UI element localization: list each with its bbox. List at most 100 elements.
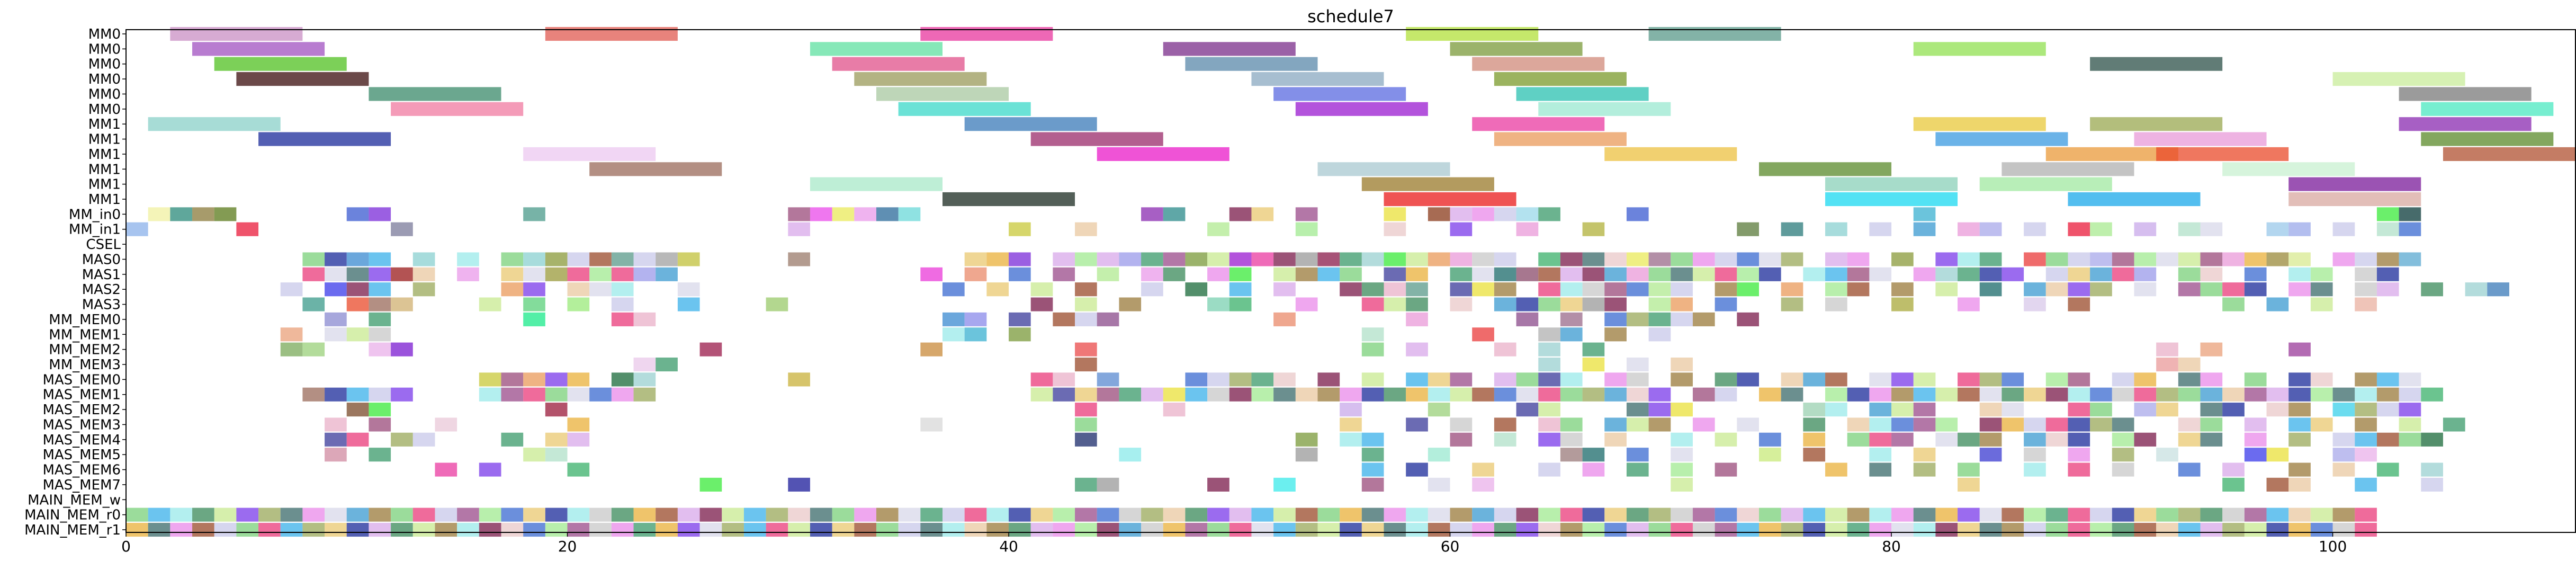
- task-bar: [1384, 252, 1406, 266]
- task-bar: [1119, 252, 1142, 266]
- task-bar: [1009, 312, 1031, 326]
- task-bar: [2024, 522, 2046, 537]
- task-bar: [1516, 507, 1539, 522]
- task-bar: [1560, 252, 1583, 266]
- task-bar: [1825, 297, 1847, 311]
- task-bar: [1516, 372, 1539, 387]
- task-bar: [1604, 267, 1627, 281]
- task-bar: [1847, 417, 1870, 432]
- task-bar: [2024, 282, 2046, 297]
- task-bar: [2244, 432, 2267, 447]
- task-bar: [1935, 507, 1958, 522]
- row-label: MM_MEM0: [49, 312, 121, 328]
- task-bar: [236, 507, 259, 522]
- task-bar: [523, 282, 545, 297]
- task-bar: [1273, 372, 1296, 387]
- task-bar: [2068, 507, 2090, 522]
- task-bar: [2266, 403, 2289, 417]
- task-bar: [1229, 252, 1252, 266]
- task-bar: [258, 132, 391, 146]
- task-bar: [1692, 522, 1715, 537]
- task-bar: [479, 507, 501, 522]
- task-bar: [567, 297, 590, 311]
- task-bar: [2178, 417, 2201, 432]
- task-bar: [1979, 507, 2002, 522]
- task-bar: [214, 522, 237, 537]
- row-label: MM0: [88, 41, 121, 57]
- task-bar: [1340, 522, 1362, 537]
- task-bar: [1891, 282, 1914, 297]
- chart-title: schedule7: [1307, 6, 1394, 26]
- task-bar: [1229, 522, 1252, 537]
- plot-frame: [125, 29, 2576, 533]
- task-bar: [1229, 267, 1252, 281]
- task-bar: [2178, 507, 2201, 522]
- row-label: MAS_MEM0: [42, 372, 121, 388]
- task-bar: [2355, 297, 2377, 311]
- row-label: MM_MEM1: [49, 327, 121, 343]
- task-bar: [1671, 312, 1693, 326]
- task-bar: [1273, 252, 1296, 266]
- task-bar: [2001, 507, 2024, 522]
- task-bar: [2178, 282, 2201, 297]
- task-bar: [1361, 432, 1384, 447]
- task-bar: [2156, 252, 2178, 266]
- task-bar: [1097, 477, 1119, 492]
- task-bar: [1715, 282, 1737, 297]
- task-bar: [2200, 222, 2223, 236]
- task-bar: [964, 252, 987, 266]
- task-bar: [964, 507, 987, 522]
- task-bar: [1648, 507, 1671, 522]
- task-bar: [1494, 297, 1516, 311]
- task-bar: [1207, 372, 1229, 387]
- task-bar: [1692, 312, 1715, 326]
- task-bar: [1472, 117, 1605, 131]
- task-bar: [1053, 252, 1075, 266]
- task-bar: [2178, 387, 2201, 402]
- task-bar: [369, 342, 391, 357]
- task-bar: [369, 417, 391, 432]
- task-bar: [1913, 222, 1936, 236]
- task-bar: [2068, 417, 2090, 432]
- task-bar: [2355, 252, 2377, 266]
- task-bar: [325, 417, 347, 432]
- task-bar: [1671, 448, 1693, 462]
- task-bar: [2045, 267, 2068, 281]
- task-bar: [743, 522, 766, 537]
- task-bar: [1759, 522, 1781, 537]
- task-bar: [1428, 403, 1450, 417]
- task-bar: [1472, 252, 1494, 266]
- task-bar: [1053, 522, 1075, 537]
- task-bar: [1119, 387, 1142, 402]
- task-bar: [1472, 327, 1494, 342]
- task-bar: [1428, 372, 1450, 387]
- task-bar: [677, 252, 700, 266]
- task-bar: [1097, 522, 1119, 537]
- task-bar: [192, 507, 214, 522]
- task-bar: [479, 297, 501, 311]
- task-bar: [346, 267, 369, 281]
- task-bar: [1229, 372, 1252, 387]
- task-bar: [2443, 147, 2575, 161]
- task-bar: [1803, 507, 1826, 522]
- task-bar: [1361, 477, 1384, 492]
- task-bar: [2355, 417, 2377, 432]
- task-bar: [1869, 267, 1892, 281]
- task-bar: [1053, 387, 1075, 402]
- task-bar: [1825, 222, 1847, 236]
- task-bar: [611, 297, 634, 311]
- task-bar: [1075, 477, 1097, 492]
- task-bar: [1671, 477, 1693, 492]
- x-tick-label: 20: [558, 538, 577, 555]
- task-bar: [1494, 72, 1627, 86]
- task-bar: [1648, 252, 1671, 266]
- task-bar: [391, 102, 524, 116]
- task-bar: [876, 507, 899, 522]
- task-bar: [369, 327, 391, 342]
- task-bar: [1935, 417, 1958, 432]
- task-bar: [2178, 222, 2201, 236]
- task-bar: [1803, 403, 1826, 417]
- task-bar: [501, 267, 524, 281]
- task-bar: [633, 312, 656, 326]
